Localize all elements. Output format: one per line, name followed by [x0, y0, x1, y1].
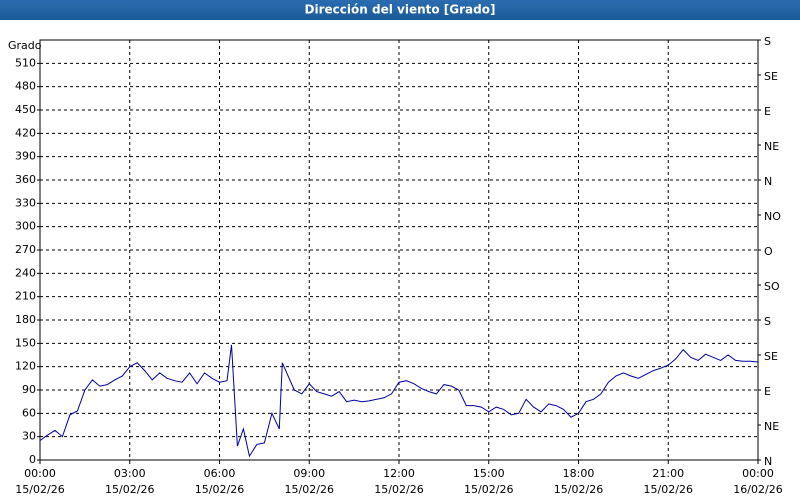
x-tick-date: 15/02/26 [105, 483, 154, 496]
y-tick-label: 270 [15, 243, 36, 256]
y-axis-label: Grado [8, 39, 42, 52]
x-tick-date: 15/02/26 [195, 483, 244, 496]
y-tick-label: 300 [15, 220, 36, 233]
y-tick-label: 330 [15, 196, 36, 209]
x-tick-date: 15/02/26 [644, 483, 693, 496]
y2-tick-label: N [764, 455, 772, 468]
y-tick-label: 210 [15, 290, 36, 303]
y-tick-label: 60 [22, 406, 36, 419]
x-tick-label: 21:00 [652, 467, 684, 480]
y2-tick-label: S [764, 315, 771, 328]
y-tick-label: 240 [15, 266, 36, 279]
y-tick-label: 120 [15, 360, 36, 373]
x-tick-date: 15/02/26 [15, 483, 64, 496]
y2-tick-label: S [764, 35, 771, 48]
y-tick-label: 180 [15, 313, 36, 326]
y2-tick-label: NE [764, 140, 779, 153]
y2-tick-label: SE [764, 350, 778, 363]
x-tick-label: 03:00 [114, 467, 146, 480]
y-tick-label: 0 [29, 453, 36, 466]
y-tick-label: 510 [15, 56, 36, 69]
y-tick-label: 360 [15, 173, 36, 186]
y-tick-label: 480 [15, 80, 36, 93]
y2-tick-label: E [764, 105, 771, 118]
y-tick-label: 90 [22, 383, 36, 396]
data-line [39, 344, 759, 458]
x-tick-date: 15/02/26 [285, 483, 334, 496]
x-tick-label: 06:00 [204, 467, 236, 480]
chart-title: Dirección del viento [Grado] [305, 3, 496, 17]
y2-tick-label: N [764, 175, 772, 188]
x-tick-label: 15:00 [473, 467, 505, 480]
y2-tick-label: SE [764, 70, 778, 83]
x-tick-label: 09:00 [293, 467, 325, 480]
x-tick-date: 15/02/26 [554, 483, 603, 496]
y-tick-label: 30 [22, 430, 36, 443]
x-tick-date: 15/02/26 [374, 483, 423, 496]
x-tick-label: 18:00 [563, 467, 595, 480]
x-tick-label: 00:00 [742, 467, 774, 480]
y-tick-label: 450 [15, 103, 36, 116]
y-tick-label: 150 [15, 336, 36, 349]
y2-tick-label: O [764, 245, 773, 258]
title-bar [0, 0, 800, 20]
y-tick-label: 390 [15, 150, 36, 163]
y2-tick-label: NO [764, 210, 781, 223]
y-tick-label: 420 [15, 126, 36, 139]
y2-tick-label: E [764, 385, 771, 398]
x-tick-date: 16/02/26 [733, 483, 782, 496]
y2-tick-label: NE [764, 420, 779, 433]
x-tick-label: 12:00 [383, 467, 415, 480]
y2-tick-label: SO [764, 280, 780, 293]
x-tick-date: 15/02/26 [464, 483, 513, 496]
x-tick-label: 00:00 [24, 467, 56, 480]
